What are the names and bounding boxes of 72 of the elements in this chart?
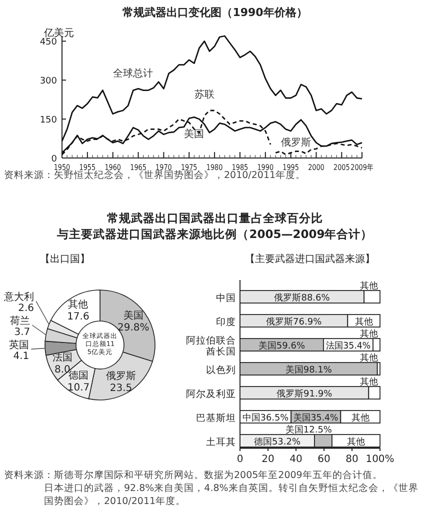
y-tick-label: 阿尔及利亚 bbox=[186, 388, 236, 400]
text: 俄罗斯91.9% bbox=[276, 389, 332, 400]
x-tick-label: 60 bbox=[318, 454, 330, 465]
text: 中国36.5% bbox=[242, 413, 290, 424]
series-label: 美国 bbox=[184, 128, 204, 140]
slice-label: 俄罗斯 bbox=[106, 370, 136, 382]
text: 美国59.6% bbox=[258, 341, 306, 352]
x-tick-label: 1975 bbox=[180, 163, 202, 172]
y-tick-label: 中国 bbox=[216, 292, 236, 304]
x-tick-label: 1960 bbox=[104, 163, 126, 172]
x-tick-label: 100% bbox=[366, 454, 394, 465]
y-tick-label: 450 bbox=[40, 38, 58, 48]
y-tick-label: 土耳其 bbox=[206, 436, 236, 448]
text: 美国35.4% bbox=[294, 413, 340, 424]
text: 美国98.1% bbox=[285, 365, 332, 376]
text: 资料来源：矢野恒太纪念会，《世界国势图会》，2010/2011年度。 bbox=[4, 169, 306, 181]
category-label: 其他 bbox=[360, 330, 378, 340]
chart-subtitle: 【主要武器进口国武器来源】 bbox=[245, 253, 375, 265]
slice-label: 意大利 bbox=[3, 291, 34, 304]
text: 资料来源：斯德哥尔摩国际和平研究所网站。数据为2005年至2009年五年的合计值。日本进口的武器，92.8%来自美国，4.8%来自英国。转引自矢野恒太纪念会，《世界国势图会》，2010/2011年度。 bbox=[4, 469, 418, 507]
data-label: 17.6 bbox=[67, 312, 90, 323]
x-tick-label: 1955 bbox=[79, 163, 100, 172]
x-tick-label: 1985 bbox=[232, 163, 252, 172]
x-tick-label: 40 bbox=[290, 454, 302, 465]
data-label: 29.8% bbox=[118, 322, 150, 334]
data-label: 4.1 bbox=[13, 351, 30, 362]
x-tick-label: 2009年 bbox=[350, 163, 380, 172]
category-label: 其他 bbox=[360, 378, 378, 388]
series-label: 俄罗斯 bbox=[280, 136, 311, 148]
y-tick-label: 0 bbox=[51, 154, 58, 164]
series-label: 苏联 bbox=[194, 88, 214, 101]
slice-label: 英国 bbox=[9, 339, 30, 352]
text: 俄罗斯76.9% bbox=[266, 317, 322, 328]
y-tick-label: 巴基斯坦 bbox=[196, 412, 236, 424]
x-tick-label: 2000 bbox=[308, 163, 328, 172]
series-label: 其他 bbox=[354, 316, 373, 328]
x-tick-label: 1990 bbox=[257, 163, 278, 172]
y-tick-label: 阿拉伯联合酋长国 bbox=[186, 334, 236, 358]
category-label: 其他 bbox=[360, 354, 378, 364]
x-tick-label: 0 bbox=[236, 454, 244, 465]
x-tick-label: 1970 bbox=[156, 163, 176, 172]
y-tick-label: 300 bbox=[40, 76, 58, 87]
text: 与主要武器进口国武器来源地比例（2005—2009年合计） bbox=[56, 227, 373, 241]
slice-label: 荷兰 bbox=[10, 315, 30, 328]
y-tick-label: 以色列 bbox=[206, 364, 236, 376]
y-tick-label: 150 bbox=[40, 116, 58, 126]
text: 德国53.2% bbox=[254, 437, 301, 448]
x-tick-label: 1950 bbox=[54, 163, 74, 172]
slice-label: 德国 bbox=[68, 370, 89, 382]
slice-label: 其他 bbox=[68, 298, 88, 311]
series-label: 全球总计 bbox=[113, 67, 154, 80]
data-label: 3.7 bbox=[14, 327, 30, 338]
x-tick-label: 20 bbox=[262, 454, 274, 465]
text: 俄罗斯88.6% bbox=[274, 293, 330, 304]
x-tick-label: 80 bbox=[346, 454, 358, 465]
slice-label: 美国 bbox=[123, 309, 144, 322]
text: 常规武器出口国武器出口量占全球百分比 bbox=[107, 211, 323, 225]
text: 【出口国】 bbox=[40, 253, 90, 265]
category-label: 其他 bbox=[346, 437, 365, 448]
data-label: 23.5 bbox=[110, 382, 132, 394]
y-tick-label: 印度 bbox=[216, 316, 236, 328]
text: 其他 bbox=[360, 282, 378, 292]
category-label: 其他 bbox=[351, 413, 370, 424]
text: 美国12.5% bbox=[285, 426, 332, 436]
x-tick-label: 1995 bbox=[282, 163, 304, 172]
y-axis-title: 亿美元 bbox=[43, 27, 74, 39]
data-label: 10.7 bbox=[67, 382, 90, 394]
chart-title: 常规武器出口变化图（1990年价格） bbox=[122, 6, 308, 19]
x-tick-label: 1980 bbox=[206, 163, 227, 172]
data-label: 8.0 bbox=[54, 364, 70, 376]
data-label: 2.6 bbox=[18, 303, 34, 314]
text: 法国35.4% bbox=[326, 341, 373, 352]
